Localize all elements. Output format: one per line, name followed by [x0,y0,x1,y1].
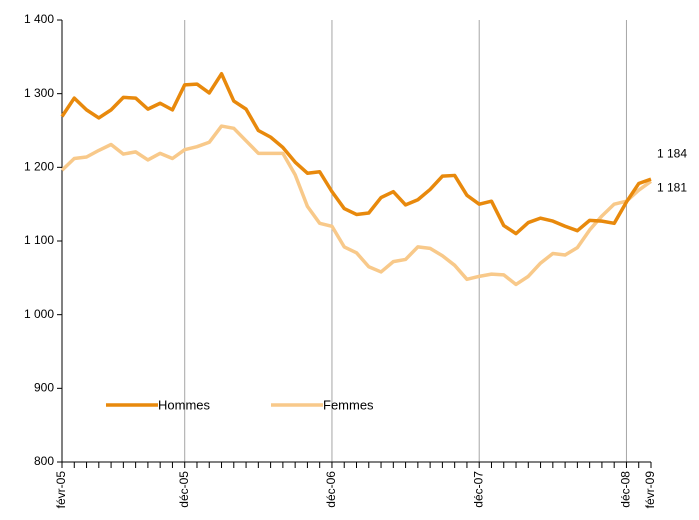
y-tick-label: 1 400 [24,12,54,26]
line [60,72,652,236]
line [60,124,653,287]
y-tick-label: 900 [34,381,54,395]
legend-label: Femmes [323,397,374,412]
x-tick-label: déc-08 [619,471,633,508]
x-tick-label: déc-06 [324,471,338,508]
y-tick-label: 1 000 [24,307,54,321]
data-label: 1 181 [657,181,687,195]
legend-label: Hommes [158,397,211,412]
x-tick-label: févr-05 [54,471,68,509]
data-label: 1 184 [657,146,687,160]
y-tick-label: 800 [34,454,54,468]
y-tick-label: 1 100 [24,233,54,247]
y-tick-label: 1 300 [24,86,54,100]
x-tick-label: févr-09 [643,471,657,509]
y-tick-label: 1 200 [24,160,54,174]
x-tick-label: déc-07 [471,471,485,508]
x-tick-label: déc-05 [177,471,191,508]
